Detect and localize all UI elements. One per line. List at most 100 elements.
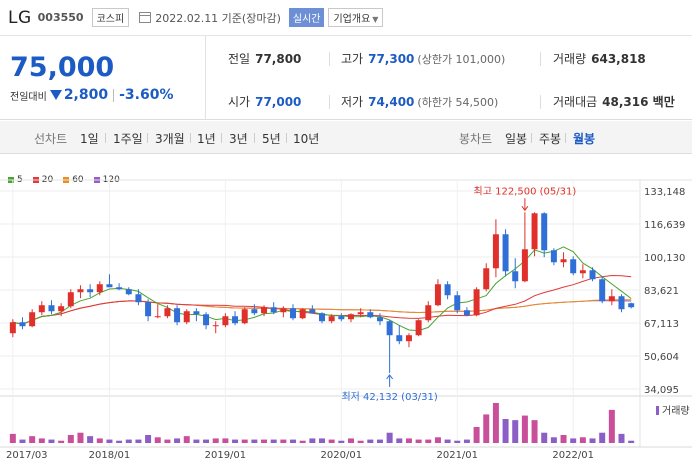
candle[interactable] (67, 289, 74, 309)
candle[interactable] (396, 325, 403, 345)
candle[interactable] (425, 301, 432, 323)
candle[interactable] (222, 313, 229, 328)
candle[interactable] (463, 307, 470, 317)
candle-weekly[interactable]: 주봉 (539, 132, 562, 146)
candle-body (96, 284, 103, 293)
candle[interactable] (541, 212, 548, 258)
candle[interactable] (521, 212, 528, 283)
as-of-date: 2022.02.11 기준(장마감) (155, 11, 281, 25)
candle[interactable] (386, 320, 393, 373)
candle[interactable] (415, 319, 422, 337)
candle[interactable] (618, 294, 625, 313)
realtime-button[interactable]: 실시간 (288, 8, 325, 27)
candle[interactable] (48, 300, 55, 315)
candle[interactable] (531, 212, 538, 257)
candle[interactable] (376, 313, 383, 326)
y-tick-label: 133,148 (644, 187, 685, 198)
y-tick-label: 83,621 (644, 286, 679, 297)
candle[interactable] (280, 306, 287, 318)
candle[interactable] (77, 285, 84, 299)
candle[interactable] (299, 308, 306, 320)
line-chart-label: 선차트 (34, 132, 68, 146)
candle[interactable] (454, 291, 461, 314)
volume-bar (425, 439, 432, 443)
candle[interactable] (164, 305, 171, 319)
candle[interactable] (203, 312, 210, 330)
candle[interactable] (608, 289, 615, 306)
candle[interactable] (29, 309, 36, 328)
candle[interactable] (560, 252, 567, 268)
candle[interactable] (338, 313, 345, 322)
company-info-label: 기업개요 (333, 14, 371, 25)
candle[interactable] (492, 219, 499, 278)
candle[interactable] (251, 304, 258, 316)
candle-body (38, 305, 45, 313)
amount-stat: 거래대금 48,316 백만 (553, 93, 675, 110)
period-10y[interactable]: 10년 (293, 132, 320, 146)
candle[interactable] (38, 301, 45, 316)
volume-bar (550, 437, 557, 443)
candle[interactable] (125, 287, 132, 296)
divider (540, 52, 541, 66)
candle[interactable] (628, 302, 635, 309)
candle-daily[interactable]: 일봉 (505, 132, 528, 146)
period-1y[interactable]: 1년 (197, 132, 216, 146)
candle[interactable] (367, 309, 374, 319)
candle[interactable] (193, 308, 200, 322)
candle[interactable] (154, 304, 161, 319)
candle[interactable] (483, 263, 490, 292)
candle[interactable] (212, 321, 219, 334)
candle[interactable] (270, 302, 277, 315)
candle[interactable] (319, 312, 325, 324)
candle[interactable] (444, 281, 451, 300)
candle[interactable] (328, 314, 335, 324)
candle[interactable] (135, 289, 142, 306)
candle[interactable] (87, 284, 94, 298)
period-1w[interactable]: 1주일 (113, 132, 143, 146)
candle[interactable] (9, 319, 16, 338)
candle[interactable] (599, 276, 606, 304)
candle[interactable] (309, 305, 316, 314)
candle[interactable] (512, 258, 519, 289)
candle[interactable] (579, 264, 586, 279)
candle-body (396, 335, 403, 342)
candle[interactable] (502, 229, 509, 277)
candle[interactable] (261, 305, 268, 317)
candle[interactable] (290, 304, 297, 321)
candle-body (415, 320, 422, 336)
candle[interactable] (116, 283, 123, 291)
y-tick-label: 100,130 (644, 253, 685, 264)
candle[interactable] (232, 311, 239, 326)
candle[interactable] (19, 317, 26, 330)
candle[interactable] (473, 287, 480, 317)
candle[interactable] (589, 267, 596, 282)
period-3y[interactable]: 3년 (229, 132, 248, 146)
candle[interactable] (241, 307, 248, 325)
open-stat: 시가 77,000 (228, 93, 301, 110)
candle[interactable] (434, 279, 441, 307)
stock-code: 003550 (37, 11, 84, 24)
candle[interactable] (106, 274, 113, 288)
volume-bar (280, 439, 287, 443)
candle[interactable] (570, 256, 577, 276)
candle[interactable] (145, 299, 152, 322)
candle[interactable] (96, 281, 103, 296)
candle-monthly[interactable]: 월봉 (573, 132, 596, 146)
period-1d[interactable]: 1일 (80, 132, 99, 146)
period-3m[interactable]: 3개월 (155, 132, 185, 146)
candle[interactable] (347, 313, 354, 323)
candle-body (599, 279, 606, 302)
candle[interactable] (357, 308, 364, 318)
candle[interactable] (405, 333, 412, 348)
volume-bar (434, 437, 441, 443)
period-5y[interactable]: 5년 (262, 132, 281, 146)
candle[interactable] (174, 305, 181, 326)
divider (147, 133, 148, 143)
candle[interactable] (183, 309, 190, 325)
candle-body (309, 309, 316, 314)
volume-bar (232, 439, 239, 443)
company-info-dropdown[interactable]: 기업개요 ▼ (328, 8, 384, 27)
candle[interactable] (550, 248, 557, 266)
candle[interactable] (58, 303, 65, 317)
